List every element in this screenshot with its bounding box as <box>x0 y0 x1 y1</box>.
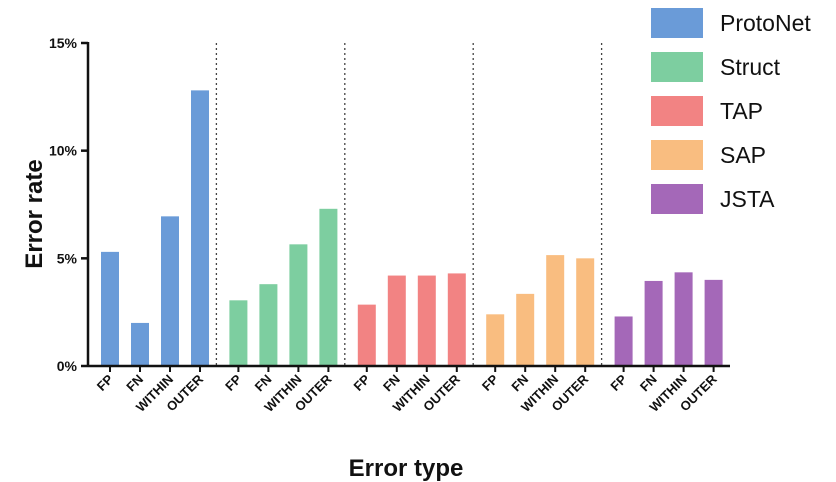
category-label: FN <box>637 372 660 395</box>
category-label: FP <box>94 371 117 394</box>
bar-sap-fp <box>486 314 505 366</box>
bars <box>101 90 723 366</box>
legend-label: JSTA <box>720 186 775 212</box>
category-label: FP <box>351 371 374 394</box>
category-label: FN <box>380 372 403 395</box>
legend-label: ProtoNet <box>720 10 811 36</box>
bar-protonet-outer <box>191 90 209 366</box>
legend-label: SAP <box>720 142 766 168</box>
y-axis-title: Error rate <box>21 159 48 268</box>
bar-struct-outer <box>319 208 338 366</box>
bar-struct-fp <box>229 300 248 366</box>
y-axis: 0% 5% 10% 15% <box>49 35 90 374</box>
bar-protonet-fn <box>131 322 149 366</box>
y-tick-label: 15% <box>49 35 78 51</box>
bar-tap-fn <box>387 275 406 366</box>
bar-protonet-within <box>161 216 179 366</box>
category-label: FP <box>222 371 245 394</box>
bar-protonet-fp <box>101 251 119 366</box>
legend-swatch-jsta <box>651 184 703 214</box>
legend-label: Struct <box>720 54 781 80</box>
bar-tap-within <box>417 275 436 366</box>
y-tick-label: 0% <box>57 358 78 374</box>
legend-swatch-tap <box>651 96 703 126</box>
legend-swatch-protonet <box>651 8 703 38</box>
bar-struct-fn <box>259 284 278 366</box>
category-label: FP <box>607 371 630 394</box>
bar-jsta-fn <box>644 280 663 366</box>
legend-swatch-struct <box>651 52 703 82</box>
legend-swatch-sap <box>651 140 703 170</box>
bar-jsta-outer <box>704 279 723 366</box>
bar-tap-outer <box>447 273 466 366</box>
bar-sap-outer <box>576 258 595 366</box>
bar-sap-fn <box>516 293 535 366</box>
category-label: FN <box>252 372 275 395</box>
legend-label: TAP <box>720 98 763 124</box>
bar-struct-within <box>289 244 308 366</box>
category-label: FN <box>508 372 531 395</box>
x-axis-title: Error type <box>349 455 464 482</box>
bar-tap-fp <box>357 304 376 366</box>
y-tick-label: 5% <box>57 250 78 266</box>
group-separators <box>215 43 603 366</box>
y-tick-label: 10% <box>49 143 78 159</box>
legend: ProtoNet Struct TAP SAP JSTA <box>651 8 811 214</box>
category-label: FN <box>123 372 146 395</box>
category-label: FP <box>479 371 502 394</box>
bar-sap-within <box>546 255 565 366</box>
bar-jsta-fp <box>614 316 633 366</box>
bar-jsta-within <box>674 272 693 366</box>
x-axis <box>88 364 730 372</box>
